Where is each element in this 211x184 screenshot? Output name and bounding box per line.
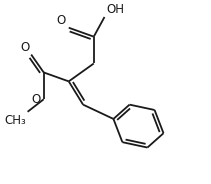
- Text: O: O: [56, 14, 65, 27]
- Text: CH₃: CH₃: [4, 114, 26, 127]
- Text: O: O: [31, 93, 40, 106]
- Text: OH: OH: [106, 3, 124, 16]
- Text: O: O: [20, 41, 29, 54]
